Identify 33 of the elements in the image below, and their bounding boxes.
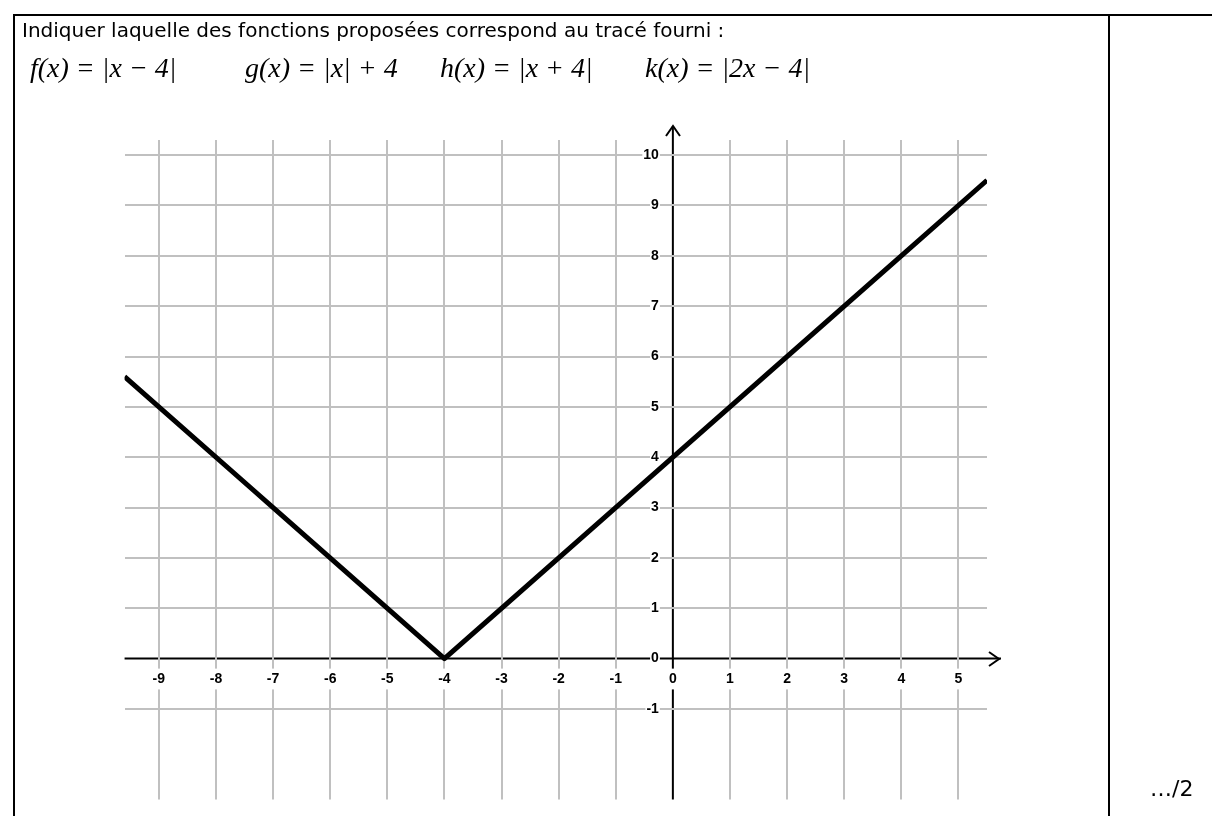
x-tick-label: -6 <box>323 669 337 686</box>
y-tick-label: 2 <box>651 548 660 565</box>
y-tick-label: 6 <box>651 347 660 364</box>
x-tick-label: 4 <box>897 669 906 686</box>
y-tick-label: 1 <box>651 599 660 616</box>
y-tick-label: 0 <box>651 649 660 666</box>
chart-title: Indiquer laquelle des fonctions proposées correspond au tracé fourni : <box>22 18 725 42</box>
x-tick-label: 1 <box>726 669 735 686</box>
x-tick-label: -1 <box>609 669 623 686</box>
x-tick-label: -7 <box>266 669 280 686</box>
y-tick-label: 7 <box>651 297 660 314</box>
y-tick-label: 9 <box>651 196 660 213</box>
text: f(x) = |x − 4| <box>30 52 177 84</box>
y-tick-label: 4 <box>651 448 660 465</box>
x-tick-label: -4 <box>438 669 451 686</box>
x-tick-label: 0 <box>668 669 677 686</box>
text: g(x) = |x| + 4 <box>245 52 398 84</box>
y-tick-label: 8 <box>651 246 660 263</box>
y-tick-label: 10 <box>643 145 660 162</box>
y-tick-label: 3 <box>651 498 660 515</box>
x-tick-label: 2 <box>783 669 792 686</box>
x-tick-label: -8 <box>209 669 223 686</box>
x-tick-label: -3 <box>495 669 508 686</box>
x-tick-label: -5 <box>381 669 394 686</box>
text: h(x) = |x + 4| <box>440 52 593 84</box>
text: k(x) = |2x − 4| <box>645 52 811 84</box>
x-tick-label: 3 <box>840 669 849 686</box>
x-tick-label: -2 <box>552 669 566 686</box>
text: …/2 <box>1150 776 1194 801</box>
x-tick-label: -9 <box>152 669 166 686</box>
x-tick-label: 5 <box>954 669 963 686</box>
y-tick-label: -1 <box>646 699 660 716</box>
y-tick-label: 5 <box>651 397 660 414</box>
